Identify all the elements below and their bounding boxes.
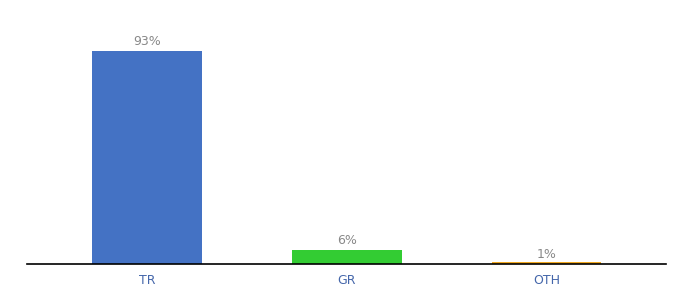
Bar: [492, 262, 602, 264]
Text: 6%: 6%: [337, 234, 357, 247]
Bar: [92, 51, 202, 264]
Bar: [292, 250, 402, 264]
Text: 93%: 93%: [133, 35, 161, 48]
Text: 1%: 1%: [537, 248, 556, 261]
